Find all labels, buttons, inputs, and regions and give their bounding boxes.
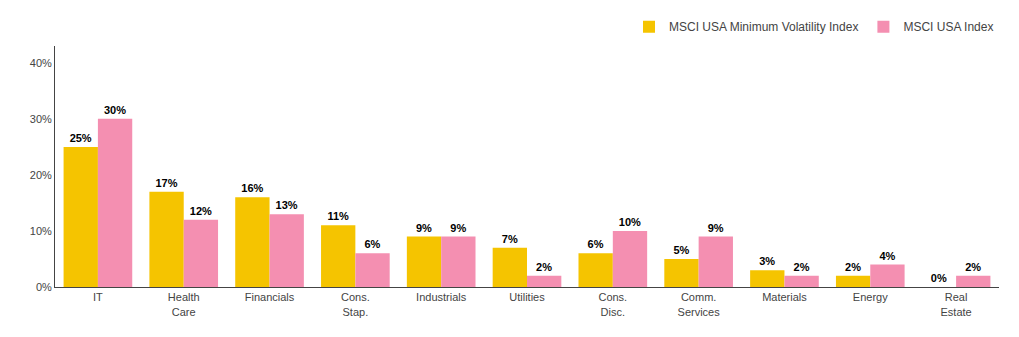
svg-text:MSCI USA Index: MSCI USA Index xyxy=(903,20,993,34)
svg-text:6%: 6% xyxy=(588,238,604,250)
svg-text:16%: 16% xyxy=(241,182,263,194)
svg-text:Utilities: Utilities xyxy=(509,291,545,303)
svg-text:2%: 2% xyxy=(965,261,981,273)
svg-text:10%: 10% xyxy=(619,216,641,228)
svg-text:Energy: Energy xyxy=(853,291,888,303)
svg-text:11%: 11% xyxy=(327,210,349,222)
svg-text:Materials: Materials xyxy=(762,291,807,303)
svg-text:25%: 25% xyxy=(70,132,92,144)
svg-text:HealthCare: HealthCare xyxy=(168,291,200,317)
svg-text:30%: 30% xyxy=(30,113,52,125)
svg-text:2%: 2% xyxy=(845,261,861,273)
svg-text:9%: 9% xyxy=(416,222,432,234)
svg-text:3%: 3% xyxy=(759,255,775,267)
svg-text:12%: 12% xyxy=(190,205,212,217)
svg-text:20%: 20% xyxy=(30,169,52,181)
svg-text:Financials: Financials xyxy=(245,291,295,303)
svg-text:Cons.Stap.: Cons.Stap. xyxy=(341,291,370,317)
svg-text:40%: 40% xyxy=(30,57,52,69)
svg-text:4%: 4% xyxy=(879,250,895,262)
svg-text:Industrials: Industrials xyxy=(416,291,467,303)
svg-text:9%: 9% xyxy=(450,222,466,234)
svg-text:0%: 0% xyxy=(931,272,947,284)
svg-text:30%: 30% xyxy=(104,104,126,116)
svg-text:13%: 13% xyxy=(276,199,298,211)
svg-text:Comm.Services: Comm.Services xyxy=(678,291,721,317)
svg-text:IT: IT xyxy=(93,291,103,303)
svg-text:5%: 5% xyxy=(673,244,689,256)
svg-text:Cons.Disc.: Cons.Disc. xyxy=(598,291,627,317)
svg-text:2%: 2% xyxy=(794,261,810,273)
svg-text:0%: 0% xyxy=(36,281,52,293)
svg-text:9%: 9% xyxy=(708,222,724,234)
svg-text:6%: 6% xyxy=(364,238,380,250)
svg-text:7%: 7% xyxy=(502,233,518,245)
svg-text:RealEstate: RealEstate xyxy=(940,291,971,317)
svg-text:2%: 2% xyxy=(536,261,552,273)
svg-text:MSCI USA Minimum Volatility In: MSCI USA Minimum Volatility Index xyxy=(669,20,858,34)
svg-text:10%: 10% xyxy=(30,225,52,237)
svg-text:17%: 17% xyxy=(155,177,177,189)
